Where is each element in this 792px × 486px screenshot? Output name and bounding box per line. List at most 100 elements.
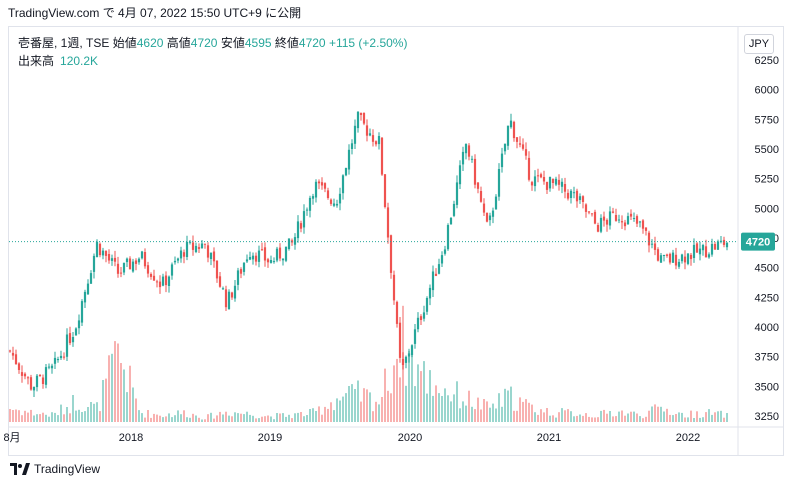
volume-bar xyxy=(165,416,167,422)
footer-brand[interactable]: TradingView xyxy=(34,462,101,476)
candle-body xyxy=(296,221,300,239)
candle-body xyxy=(59,355,63,359)
volume-bar xyxy=(12,410,14,422)
volume-bar xyxy=(561,408,563,422)
candle-body xyxy=(485,212,489,222)
volume-bar xyxy=(531,404,533,422)
volume-bar xyxy=(276,413,278,422)
candle-body xyxy=(482,203,486,213)
candle-body xyxy=(62,356,66,358)
volume-bar xyxy=(423,361,425,422)
volume-bar xyxy=(399,377,401,422)
volume-bar xyxy=(288,414,290,422)
high-value: 4720 xyxy=(190,36,218,50)
volume-bar xyxy=(207,414,209,422)
candle-body xyxy=(353,125,357,144)
candle-body xyxy=(164,275,168,286)
publish-info: TradingView.com で 4月 07, 2022 15:50 UTC+… xyxy=(8,6,302,20)
candle-body xyxy=(218,276,222,287)
candle-body xyxy=(587,211,591,213)
candle-body xyxy=(95,241,99,257)
volume-legend: 出来高 120.2K xyxy=(18,52,98,69)
volume-bar xyxy=(312,408,314,422)
volume-bar xyxy=(636,413,638,422)
volume-bar xyxy=(369,392,371,422)
x-tick-label: 2019 xyxy=(258,432,282,444)
volume-bar xyxy=(537,414,539,422)
candle-body xyxy=(620,221,624,223)
volume-bar xyxy=(516,410,518,422)
volume-bar xyxy=(111,353,113,422)
candle-body xyxy=(632,218,636,219)
volume-bar xyxy=(645,416,647,422)
volume-bar xyxy=(408,348,410,422)
candle-body xyxy=(446,225,450,250)
candle-body xyxy=(476,182,480,189)
volume-bar xyxy=(483,399,485,422)
candle-body xyxy=(626,216,630,225)
volume-bar xyxy=(414,386,416,422)
y-tick-label: 6000 xyxy=(755,85,779,97)
volume-bar xyxy=(309,409,311,422)
symbol-name[interactable]: 壱番屋, 1週, TSE xyxy=(18,36,110,50)
volume-bar xyxy=(90,402,92,422)
volume-bar xyxy=(681,412,683,422)
volume-bar xyxy=(579,414,581,422)
volume-bar xyxy=(390,393,392,422)
candle-body xyxy=(221,288,225,290)
candle-body xyxy=(53,357,57,364)
y-tick-label: 4250 xyxy=(755,292,779,304)
candle-body xyxy=(488,215,492,221)
volume-bar xyxy=(564,410,566,422)
candle-body xyxy=(365,125,369,136)
chart-panel[interactable] xyxy=(8,26,784,456)
candle-body xyxy=(128,258,132,270)
volume-bar xyxy=(498,393,500,422)
volume-bar xyxy=(261,416,263,422)
volume-bar xyxy=(78,409,80,422)
volume-bar xyxy=(450,401,452,422)
volume-bar xyxy=(240,413,242,422)
candle-body xyxy=(74,328,78,336)
x-tick-label: 8月 xyxy=(3,432,20,444)
volume-bar xyxy=(66,407,68,422)
candle-body xyxy=(413,329,417,344)
volume-bar xyxy=(387,390,389,422)
volume-bar xyxy=(354,389,356,422)
volume-bar xyxy=(441,396,443,422)
volume-bar xyxy=(504,388,506,422)
candle-body xyxy=(437,264,441,274)
volume-bar xyxy=(48,416,50,422)
volume-bar xyxy=(675,414,677,422)
volume-bar xyxy=(660,406,662,422)
candle-body xyxy=(683,256,687,263)
volume-bar xyxy=(585,413,587,422)
candle-body xyxy=(329,199,333,204)
volume-bar xyxy=(591,417,593,422)
volume-bar xyxy=(723,417,725,422)
candle-body xyxy=(419,316,423,320)
volume-bar xyxy=(642,418,644,422)
volume-bar xyxy=(30,409,32,422)
candle-body xyxy=(350,143,354,149)
volume-bar xyxy=(696,411,698,422)
volume-bar xyxy=(93,403,95,422)
candle-body xyxy=(311,196,315,199)
volume-bar xyxy=(36,414,38,422)
candle-body xyxy=(215,260,219,279)
open-label: 始値 xyxy=(112,36,137,50)
candle-body xyxy=(653,243,657,250)
volume-bar xyxy=(297,412,299,422)
candle-body xyxy=(20,372,24,376)
volume-bar xyxy=(525,399,527,422)
volume-bar xyxy=(162,417,164,422)
candle-body xyxy=(638,221,642,223)
candle-body xyxy=(317,181,321,184)
candle-body xyxy=(101,250,105,256)
candle-body xyxy=(389,235,393,273)
currency-button[interactable]: JPY xyxy=(744,34,774,54)
volume-bar xyxy=(588,416,590,422)
volume-bar xyxy=(27,412,29,422)
candle-body xyxy=(686,253,690,264)
